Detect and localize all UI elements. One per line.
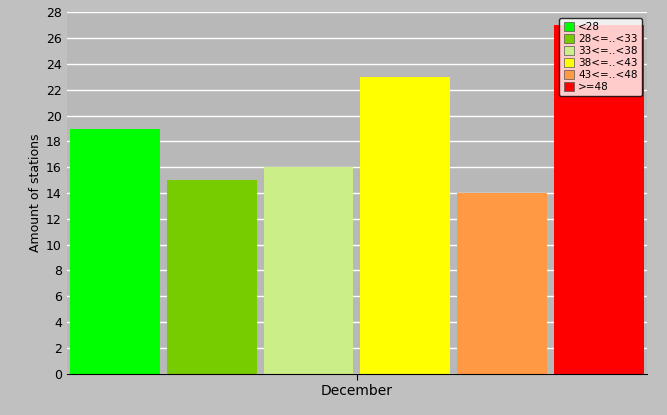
Bar	[360, 77, 450, 374]
Y-axis label: Amount of stations: Amount of stations	[29, 134, 42, 252]
Bar	[554, 25, 644, 374]
Bar	[70, 129, 160, 374]
Bar	[167, 180, 257, 374]
Bar	[263, 167, 354, 374]
Bar	[457, 193, 547, 374]
Legend: <28, 28<=..<33, 33<=..<38, 38<=..<43, 43<=..<48, >=48: <28, 28<=..<33, 33<=..<38, 38<=..<43, 43…	[560, 18, 642, 96]
